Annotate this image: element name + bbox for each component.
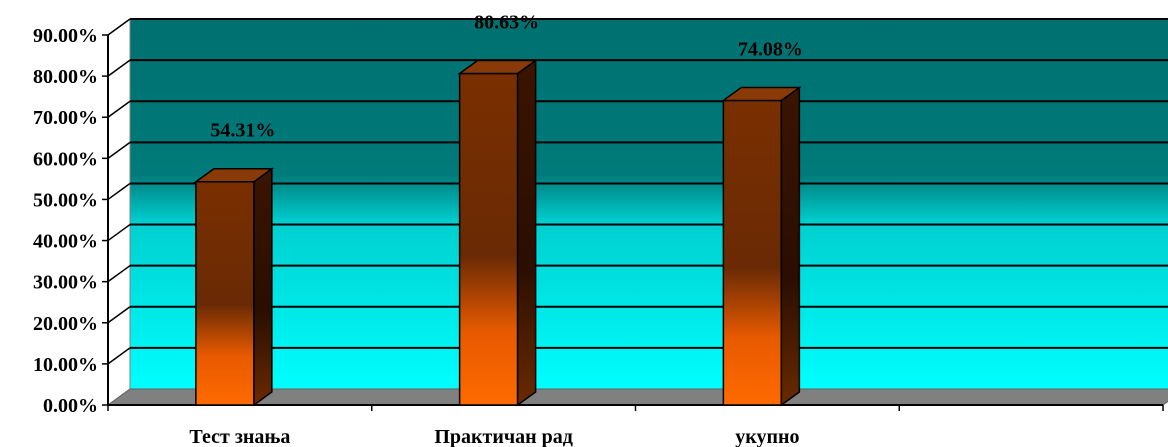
x-tick-label: Практичан рад xyxy=(434,426,573,447)
y-tick-label: 90.00% xyxy=(33,25,98,47)
gridline-diagonal xyxy=(107,18,131,36)
axes: 0.00% 10.00% 20.00% 30.00% 40.00% 50.00% 60.00… xyxy=(33,25,1164,447)
gridlines xyxy=(107,18,1168,365)
gridline-diagonal xyxy=(107,59,131,77)
bar-side xyxy=(780,85,801,407)
y-tick-label: 20.00% xyxy=(33,313,98,335)
bar xyxy=(458,72,519,406)
side-wall xyxy=(107,18,131,406)
bar-top xyxy=(721,86,802,102)
x-tick-label: укупно xyxy=(735,426,799,447)
data-label: 74.08% xyxy=(738,38,803,60)
data-label: 80.63% xyxy=(474,12,539,34)
data-label: 54.31% xyxy=(210,120,275,142)
x-tick-label: Тест знања xyxy=(189,426,290,447)
gridline-diagonal xyxy=(107,306,131,324)
bar-side xyxy=(253,167,273,407)
y-tick-label: 0.00% xyxy=(43,395,98,417)
gridline-diagonal xyxy=(107,100,131,118)
gridline-diagonal xyxy=(107,347,131,365)
y-tick-label: 30.00% xyxy=(33,272,98,294)
y-tick-label: 10.00% xyxy=(33,354,98,376)
y-tick-label: 50.00% xyxy=(33,189,98,211)
bar xyxy=(722,99,783,406)
bar xyxy=(195,180,255,406)
plot-background xyxy=(106,18,1168,406)
bar-side xyxy=(516,59,537,407)
y-tick-label: 40.00% xyxy=(33,231,98,253)
y-tick-label: 60.00% xyxy=(33,148,98,170)
y-tick-label: 80.00% xyxy=(33,66,98,88)
bars xyxy=(193,59,802,407)
gridline-diagonal xyxy=(107,223,131,242)
gridline-diagonal xyxy=(107,265,131,283)
bar-top xyxy=(193,167,275,183)
labels: 54.31% 80.63% 74.08% xyxy=(210,12,803,142)
gridline-diagonal xyxy=(107,182,131,201)
bar-top xyxy=(457,59,538,75)
back-wall xyxy=(129,18,1168,390)
gridline-diagonal xyxy=(107,141,131,159)
y-tick-label: 70.00% xyxy=(33,107,98,129)
